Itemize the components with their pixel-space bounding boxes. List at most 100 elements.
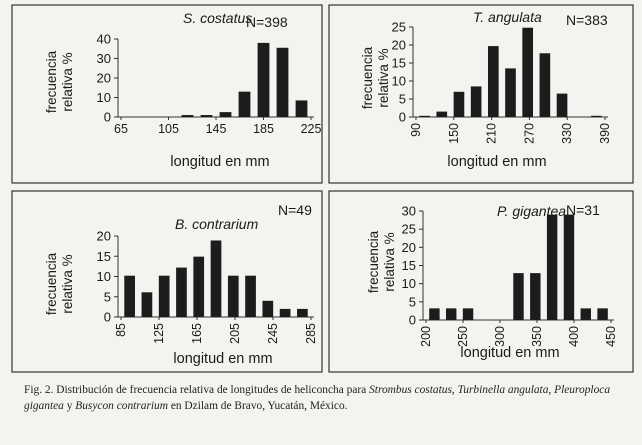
y-tick-label: 5	[399, 92, 406, 107]
x-tick-label: 270	[522, 123, 536, 144]
x-tick-label: 225	[301, 122, 322, 136]
y-tick-label: 15	[402, 258, 416, 273]
histogram-bar	[238, 91, 251, 117]
histogram-bar	[546, 214, 558, 320]
histogram-bar	[245, 275, 256, 317]
histogram-bar	[227, 275, 239, 317]
y-tick-label: 40	[97, 32, 111, 47]
y-tick-label: 10	[402, 276, 416, 291]
histogram-bar	[580, 308, 591, 320]
histogram-bar	[530, 273, 541, 320]
y-tick-label: 10	[97, 90, 111, 105]
histogram-bar	[262, 300, 274, 317]
caption-sep-2: ,	[548, 384, 555, 396]
x-tick-label: 250	[456, 326, 470, 347]
x-tick-label: 300	[493, 326, 507, 347]
species-label: S. costatus	[183, 10, 252, 26]
histogram-bar	[446, 308, 457, 320]
x-tick-label: 285	[304, 323, 318, 344]
x-tick-label: 85	[114, 323, 128, 337]
x-tick-label: 185	[253, 122, 274, 136]
caption-species-1: Strombus costatus	[369, 384, 452, 396]
histogram-bar	[419, 115, 430, 117]
x-axis-label: longitud en mm	[447, 154, 546, 170]
y-tick-label: 15	[97, 249, 111, 264]
x-tick-label: 390	[598, 123, 612, 144]
sample-size-label: N=383	[566, 12, 608, 28]
species-label: P. gigantea	[497, 203, 566, 219]
histogram-bar	[429, 308, 440, 320]
y-tick-label: 25	[402, 222, 416, 237]
y-tick-label: 0	[104, 110, 111, 125]
y-axis-label: frecuenciarelativa %	[366, 230, 397, 293]
panel-frame	[11, 4, 323, 184]
x-tick-label: 125	[152, 323, 166, 344]
y-tick-label: 25	[392, 20, 406, 35]
histogram-bar	[141, 292, 153, 317]
y-tick-label: 0	[399, 110, 406, 125]
x-tick-label: 245	[266, 323, 280, 344]
y-tick-label: 20	[97, 71, 111, 86]
y-tick-label: 0	[409, 313, 416, 328]
sample-size-label: N=31	[566, 202, 600, 218]
panel-2: 0 5 10 15 20 25 90 150 210 270 330 390 T. angulata N=…	[328, 4, 634, 184]
histogram-bar	[487, 46, 499, 117]
histogram-bar	[181, 115, 194, 117]
species-label: B. contrarium	[175, 216, 259, 232]
x-tick-label: 400	[567, 326, 581, 347]
histogram-bar	[436, 111, 448, 117]
histogram-bar	[176, 267, 187, 317]
caption-lead: Fig. 2. Distribución de frecuencia relat…	[24, 384, 370, 396]
histogram-bar	[210, 240, 222, 317]
y-axis-label: frecuenciarelativa %	[360, 46, 391, 109]
histogram-bar	[219, 112, 232, 117]
histogram-bar	[470, 86, 482, 117]
histogram-bar	[597, 308, 608, 320]
y-tick-label: 10	[97, 269, 111, 284]
panel-frame	[328, 4, 634, 184]
x-tick-label: 200	[419, 326, 433, 347]
histogram-bar	[276, 47, 289, 117]
y-tick-label: 20	[97, 229, 111, 244]
y-axis-label: frecuenciarelativa %	[44, 252, 75, 315]
x-tick-label: 165	[190, 323, 204, 344]
caption-species-2: Turbinella angulata	[457, 384, 549, 396]
x-tick-label: 450	[604, 326, 618, 347]
species-label: T. angulata	[473, 9, 542, 25]
x-tick-label: 330	[560, 123, 574, 144]
caption-species-4: Busycon contrarium	[75, 400, 168, 412]
histogram-bar	[462, 308, 474, 320]
histogram-bar	[158, 275, 170, 317]
y-axis-label-line: frecuencia	[360, 46, 375, 109]
y-axis-label-line: frecuencia	[44, 50, 59, 113]
panel-4: 0 5 10 15 20 25 30 200 250 300 350 400 450 P. gigante…	[328, 190, 634, 373]
histogram-bar	[257, 42, 270, 117]
y-axis-label-line: relativa %	[376, 48, 391, 107]
x-tick-label: 105	[158, 122, 179, 136]
histogram-bar	[522, 27, 534, 117]
figure-caption: Fig. 2. Distribución de frecuencia relat…	[24, 382, 634, 414]
histogram-bar	[124, 275, 135, 317]
caption-species-3: Pleuroploca gigantea	[24, 384, 611, 412]
x-tick-label: 350	[530, 326, 544, 347]
y-tick-label: 30	[97, 51, 111, 66]
histogram-bar	[453, 91, 465, 117]
y-tick-label: 5	[409, 294, 416, 309]
y-axis-label-line: frecuencia	[44, 252, 59, 315]
histogram-bar	[505, 68, 516, 117]
x-tick-label: 145	[206, 122, 227, 136]
histogram-bar	[297, 308, 308, 317]
histogram-bar	[200, 115, 213, 117]
x-axis-label: longitud en mm	[170, 154, 269, 170]
y-axis-label-line: relativa %	[60, 254, 75, 313]
y-tick-label: 5	[104, 289, 111, 304]
x-tick-label: 90	[409, 123, 423, 137]
histogram-bar	[556, 93, 568, 117]
x-tick-label: 150	[447, 123, 461, 144]
histogram-bar	[295, 100, 308, 117]
y-axis-label-line: relativa %	[60, 52, 75, 111]
y-tick-label: 10	[392, 74, 406, 89]
sample-size-label: N=398	[246, 14, 288, 30]
